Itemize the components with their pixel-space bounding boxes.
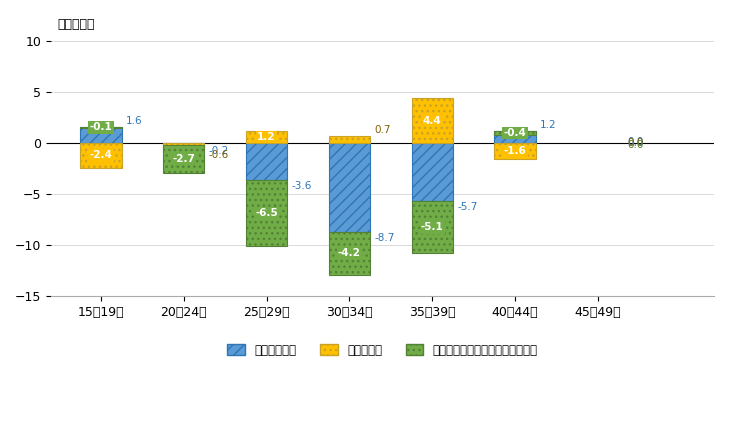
- Text: -0.1: -0.1: [90, 123, 112, 132]
- Text: -4.2: -4.2: [338, 248, 361, 258]
- Text: -0.6: -0.6: [208, 150, 229, 160]
- Text: 0.0: 0.0: [627, 137, 644, 147]
- Bar: [80, 127, 122, 128]
- Text: -2.7: -2.7: [172, 154, 195, 164]
- Bar: [412, 143, 453, 201]
- Bar: [246, 131, 287, 143]
- Bar: [163, 143, 204, 145]
- Bar: [494, 143, 536, 159]
- Text: 単位；千人: 単位；千人: [58, 18, 95, 31]
- Text: -6.5: -6.5: [255, 208, 278, 218]
- Text: -5.7: -5.7: [457, 202, 477, 212]
- Bar: [412, 98, 453, 143]
- Text: 0.0: 0.0: [627, 138, 644, 148]
- Text: -0.2: -0.2: [208, 146, 229, 156]
- Text: 0.0: 0.0: [627, 140, 644, 150]
- Bar: [412, 201, 453, 253]
- Text: 1.2: 1.2: [540, 120, 557, 130]
- Bar: [329, 143, 370, 232]
- Bar: [163, 143, 204, 149]
- Bar: [329, 232, 370, 275]
- Text: 1.6: 1.6: [125, 116, 142, 126]
- Legend: 人口変動要因, 婚姻率要因, 出生率要因（婚姻率要因を除く）: 人口変動要因, 婚姻率要因, 出生率要因（婚姻率要因を除く）: [222, 339, 542, 361]
- Text: 1.2: 1.2: [257, 132, 276, 142]
- Text: -1.6: -1.6: [504, 146, 526, 156]
- Text: -8.7: -8.7: [374, 233, 394, 243]
- Text: 0.7: 0.7: [374, 125, 391, 135]
- Bar: [163, 145, 204, 173]
- Text: -5.1: -5.1: [421, 222, 444, 232]
- Bar: [80, 127, 122, 143]
- Bar: [246, 143, 287, 180]
- Bar: [494, 131, 536, 143]
- Text: -0.4: -0.4: [504, 128, 526, 138]
- Text: -2.4: -2.4: [90, 150, 112, 160]
- Bar: [329, 136, 370, 143]
- Bar: [80, 143, 122, 168]
- Text: 4.4: 4.4: [423, 116, 442, 126]
- Bar: [246, 180, 287, 246]
- Text: -3.6: -3.6: [292, 181, 312, 191]
- Bar: [494, 131, 536, 135]
